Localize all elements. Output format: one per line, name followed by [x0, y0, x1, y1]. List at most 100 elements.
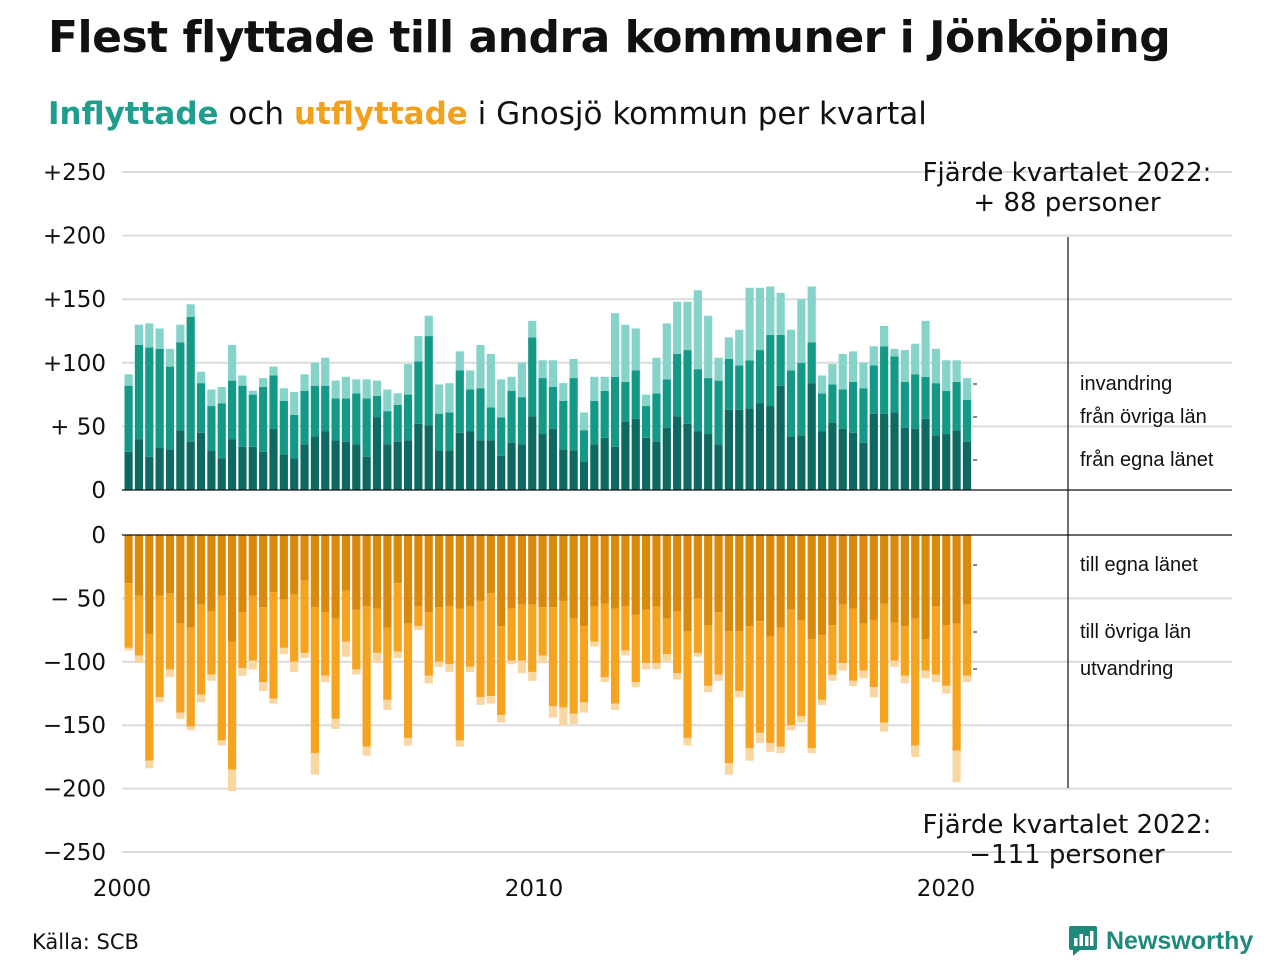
- bar-in-ovriga: [134, 344, 144, 440]
- bar-out-utvandring: [621, 650, 630, 656]
- bar-out-utvandring: [207, 674, 216, 681]
- bar-in-invandring: [828, 364, 837, 385]
- bar-in-invandring: [424, 315, 433, 337]
- bar-out-egna: [828, 535, 837, 626]
- bar-out-egna: [352, 535, 361, 610]
- bar-in-invandring: [196, 371, 206, 384]
- bar-out-ovriga: [610, 608, 620, 704]
- newsworthy-logo[interactable]: Newsworthy: [1068, 924, 1253, 958]
- bar-out-utvandring: [590, 641, 599, 647]
- bar-in-egna: [890, 412, 899, 490]
- bar-in-egna: [176, 430, 185, 490]
- bar-in-egna: [341, 441, 351, 490]
- bar-out-ovriga: [466, 606, 475, 667]
- bar-out-utvandring: [942, 685, 951, 694]
- bar-out-ovriga: [538, 607, 547, 656]
- bar-in-egna: [228, 439, 237, 490]
- bar-out-ovriga: [621, 606, 630, 651]
- bar-out-utvandring: [921, 670, 930, 679]
- bar-in-egna: [290, 458, 299, 490]
- bar-out-utvandring: [693, 652, 702, 657]
- bar-in-invandring: [673, 301, 682, 354]
- bar-in-invandring: [921, 320, 930, 377]
- bar-in-ovriga: [352, 393, 361, 445]
- bar-out-ovriga: [176, 623, 185, 713]
- bar-out-egna: [124, 535, 133, 584]
- bar-in-ovriga: [859, 388, 868, 443]
- bar-in-egna: [352, 444, 361, 490]
- bar-out-ovriga: [341, 590, 351, 642]
- bar-in-egna: [952, 430, 961, 490]
- bar-out-utvandring: [497, 715, 506, 723]
- bar-out-egna: [548, 535, 558, 608]
- bar-in-egna: [828, 422, 837, 490]
- bar-in-ovriga: [662, 379, 671, 428]
- bar-in-invandring: [207, 389, 216, 407]
- bar-out-utvandring: [931, 674, 940, 683]
- bar-in-invandring: [517, 362, 526, 398]
- bar-out-utvandring: [838, 663, 847, 671]
- bar-in-ovriga: [466, 389, 475, 432]
- bar-out-egna: [176, 535, 185, 624]
- bar-in-invandring: [662, 323, 671, 380]
- bar-out-utvandring: [735, 690, 744, 698]
- bar-out-ovriga: [238, 612, 247, 669]
- bar-in-egna: [134, 439, 144, 490]
- bar-out-ovriga: [673, 611, 682, 674]
- bar-in-invandring: [134, 324, 144, 345]
- bar-in-ovriga: [766, 334, 775, 407]
- bar-out-utvandring: [755, 732, 765, 743]
- bar-out-egna: [445, 535, 454, 607]
- bar-out-ovriga: [652, 606, 661, 664]
- bar-out-utvandring: [300, 652, 309, 658]
- bar-out-ovriga: [828, 625, 837, 675]
- bar-in-egna: [838, 428, 847, 490]
- bar-in-egna: [621, 421, 630, 490]
- bar-in-invandring: [383, 389, 392, 412]
- bar-out-utvandring: [517, 660, 526, 674]
- bar-in-ovriga: [310, 385, 319, 437]
- bar-in-ovriga: [590, 400, 599, 445]
- subtitle-connector: och: [218, 96, 294, 132]
- chart-title: Flest flyttade till andra kommuner i Jön…: [48, 12, 1171, 63]
- bar-in-ovriga: [228, 380, 237, 440]
- bar-in-egna: [445, 450, 454, 490]
- bar-in-egna: [155, 448, 164, 490]
- bar-out-egna: [569, 535, 578, 619]
- bar-out-egna: [735, 535, 744, 632]
- bar-out-ovriga: [786, 609, 796, 726]
- bar-in-egna: [962, 441, 972, 490]
- bar-out-ovriga: [507, 608, 516, 661]
- bar-out-egna: [393, 535, 402, 584]
- bar-out-ovriga: [455, 608, 464, 741]
- bar-out-utvandring: [900, 675, 909, 684]
- bar-in-egna: [507, 442, 516, 490]
- bar-out-ovriga: [642, 609, 651, 664]
- bar-in-ovriga: [704, 378, 713, 435]
- bar-out-ovriga: [403, 623, 413, 738]
- bar-out-ovriga: [849, 608, 858, 681]
- x-tick-label: 2020: [917, 876, 976, 902]
- bar-out-ovriga: [445, 606, 454, 665]
- bar-in-egna: [321, 431, 330, 490]
- bar-out-ovriga: [559, 600, 568, 708]
- newsworthy-logo-icon: [1069, 926, 1097, 956]
- bar-out-utvandring: [683, 737, 692, 746]
- bar-out-ovriga: [745, 626, 754, 749]
- bar-in-ovriga: [569, 378, 578, 451]
- bar-out-egna: [466, 535, 475, 607]
- bar-in-egna: [642, 437, 651, 490]
- bar-in-egna: [145, 456, 154, 490]
- bar-out-ovriga: [704, 625, 713, 686]
- bar-in-ovriga: [196, 383, 206, 433]
- bar-in-invandring: [528, 320, 537, 338]
- bar-out-ovriga: [207, 611, 216, 675]
- bar-in-invandring: [569, 358, 578, 379]
- bar-out-ovriga: [124, 583, 133, 648]
- bar-in-invandring: [590, 376, 599, 401]
- bar-out-ovriga: [880, 603, 889, 723]
- bar-in-invandring: [507, 376, 516, 391]
- bar-in-egna: [124, 451, 133, 490]
- bar-in-ovriga: [631, 370, 640, 419]
- bar-in-egna: [900, 427, 909, 490]
